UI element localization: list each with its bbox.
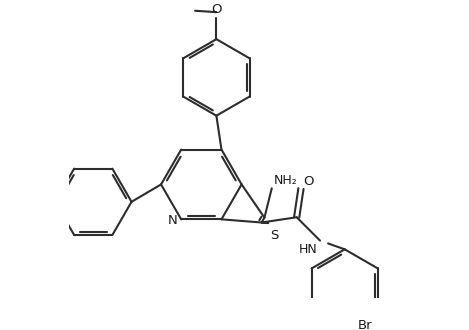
Text: O: O xyxy=(211,3,222,16)
Text: O: O xyxy=(303,175,313,188)
Text: S: S xyxy=(271,229,279,242)
Text: NH₂: NH₂ xyxy=(274,174,298,187)
Text: N: N xyxy=(167,214,177,227)
Text: HN: HN xyxy=(299,243,318,256)
Text: Br: Br xyxy=(358,319,372,330)
